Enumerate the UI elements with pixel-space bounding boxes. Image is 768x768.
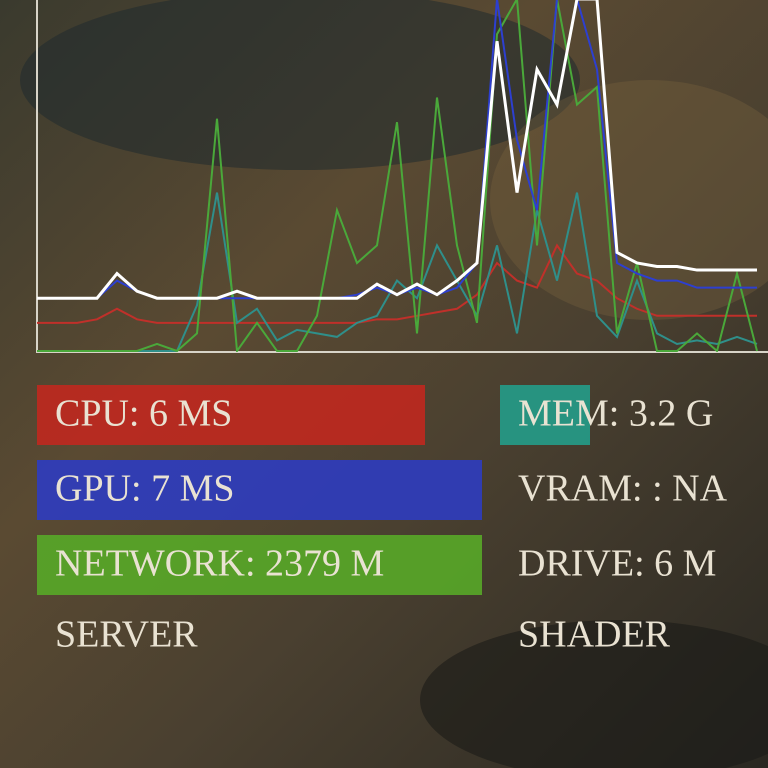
graph — [37, 0, 758, 352]
stat-label: CPU: 6 MS — [55, 393, 232, 435]
stat-label: GPU: 7 MS — [55, 468, 235, 510]
stat-label: VRAM: : NA — [518, 468, 728, 510]
terrain-shadow — [420, 620, 768, 768]
stat-label: MEM: 3.2 G — [518, 393, 713, 435]
terrain-light — [490, 80, 768, 320]
stat-highlight — [37, 385, 425, 445]
stat-label: SERVER — [55, 614, 198, 656]
stats: CPU: 6 MS GPU: 7 MS NETWORK: 2379 M SERVER M… — [37, 385, 728, 656]
stat-label: NETWORK: 2379 M — [55, 543, 384, 585]
stat-label: DRIVE: 6 M — [518, 543, 716, 585]
graph-line — [37, 243, 757, 324]
graph-line — [37, 192, 758, 352]
graph-line — [37, 0, 757, 300]
stat-label: SHADER — [518, 614, 671, 656]
terrain-shadow — [20, 0, 580, 170]
stat-highlight — [37, 535, 482, 595]
stat-highlight — [37, 460, 482, 520]
stat-highlight — [500, 385, 590, 445]
